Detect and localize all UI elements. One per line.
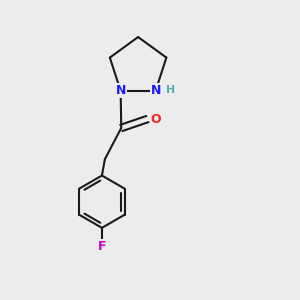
Text: F: F xyxy=(98,240,106,253)
Text: N: N xyxy=(116,84,126,97)
Text: N: N xyxy=(150,84,161,97)
Text: O: O xyxy=(150,112,161,126)
Text: H: H xyxy=(166,85,175,95)
